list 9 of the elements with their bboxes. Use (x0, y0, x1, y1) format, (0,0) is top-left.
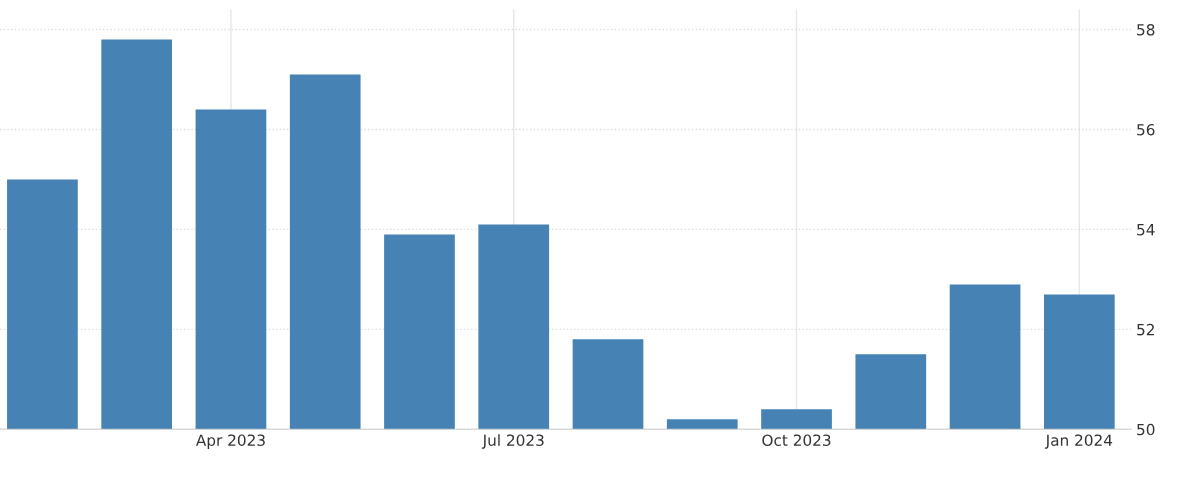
x-tick-label: Jul 2023 (481, 434, 544, 449)
y-tick-label: 56 (1137, 123, 1155, 136)
x-tick-label: Oct 2023 (762, 434, 831, 446)
y-tick-label: 54 (1137, 224, 1155, 236)
x-tick-label: Apr 2023 (195, 434, 265, 449)
y-tick-label: 52 (1137, 323, 1154, 336)
y-tick-label: 58 (1137, 23, 1155, 36)
y-tick-label: 50 (1137, 423, 1155, 436)
x-tick-label: Jan 2024 (1044, 434, 1113, 449)
